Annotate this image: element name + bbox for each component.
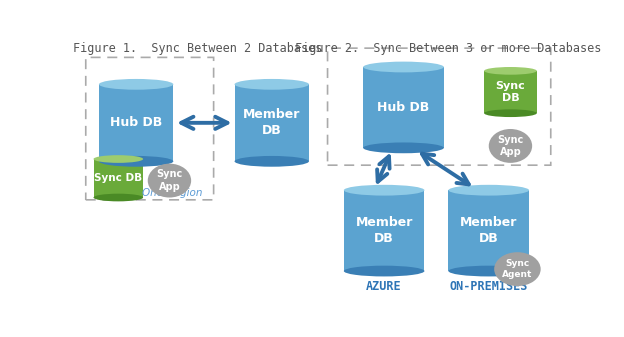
Bar	[235, 84, 309, 161]
Ellipse shape	[363, 62, 444, 72]
Text: Sync
Agent: Sync Agent	[502, 259, 533, 279]
Text: ON-PREMISES: ON-PREMISES	[449, 280, 528, 293]
Ellipse shape	[344, 266, 424, 276]
Text: Sync
App: Sync App	[157, 170, 183, 192]
Ellipse shape	[148, 164, 191, 197]
Ellipse shape	[235, 79, 309, 90]
Text: Sync DB: Sync DB	[94, 173, 142, 183]
Ellipse shape	[99, 156, 173, 167]
Text: Figure 1.  Sync Between 2 Databases: Figure 1. Sync Between 2 Databases	[74, 42, 323, 55]
Bar	[94, 159, 143, 197]
Text: Hub DB: Hub DB	[378, 101, 430, 114]
Bar	[344, 190, 424, 271]
Bar	[363, 67, 444, 148]
Bar	[99, 84, 173, 161]
Bar	[449, 190, 529, 271]
Ellipse shape	[94, 155, 143, 163]
Bar	[484, 71, 537, 113]
Ellipse shape	[235, 156, 309, 167]
Ellipse shape	[489, 129, 532, 163]
Text: One Region: One Region	[142, 187, 202, 197]
Ellipse shape	[363, 143, 444, 153]
Ellipse shape	[344, 185, 424, 195]
Ellipse shape	[484, 67, 537, 75]
Text: Member
DB: Member DB	[356, 216, 413, 245]
Ellipse shape	[94, 194, 143, 202]
Ellipse shape	[484, 109, 537, 117]
Text: AZURE: AZURE	[366, 280, 402, 293]
Text: Member
DB: Member DB	[460, 216, 517, 245]
Ellipse shape	[99, 79, 173, 90]
Ellipse shape	[494, 252, 540, 286]
Text: Sync
App: Sync App	[497, 135, 524, 157]
Ellipse shape	[449, 185, 529, 195]
Text: Figure 2.  Sync Between 3 or more Databases: Figure 2. Sync Between 3 or more Databas…	[295, 42, 602, 55]
Text: Hub DB: Hub DB	[110, 116, 162, 129]
Text: Sync
DB: Sync DB	[495, 81, 525, 103]
Text: Member
DB: Member DB	[243, 108, 300, 137]
Ellipse shape	[449, 266, 529, 276]
